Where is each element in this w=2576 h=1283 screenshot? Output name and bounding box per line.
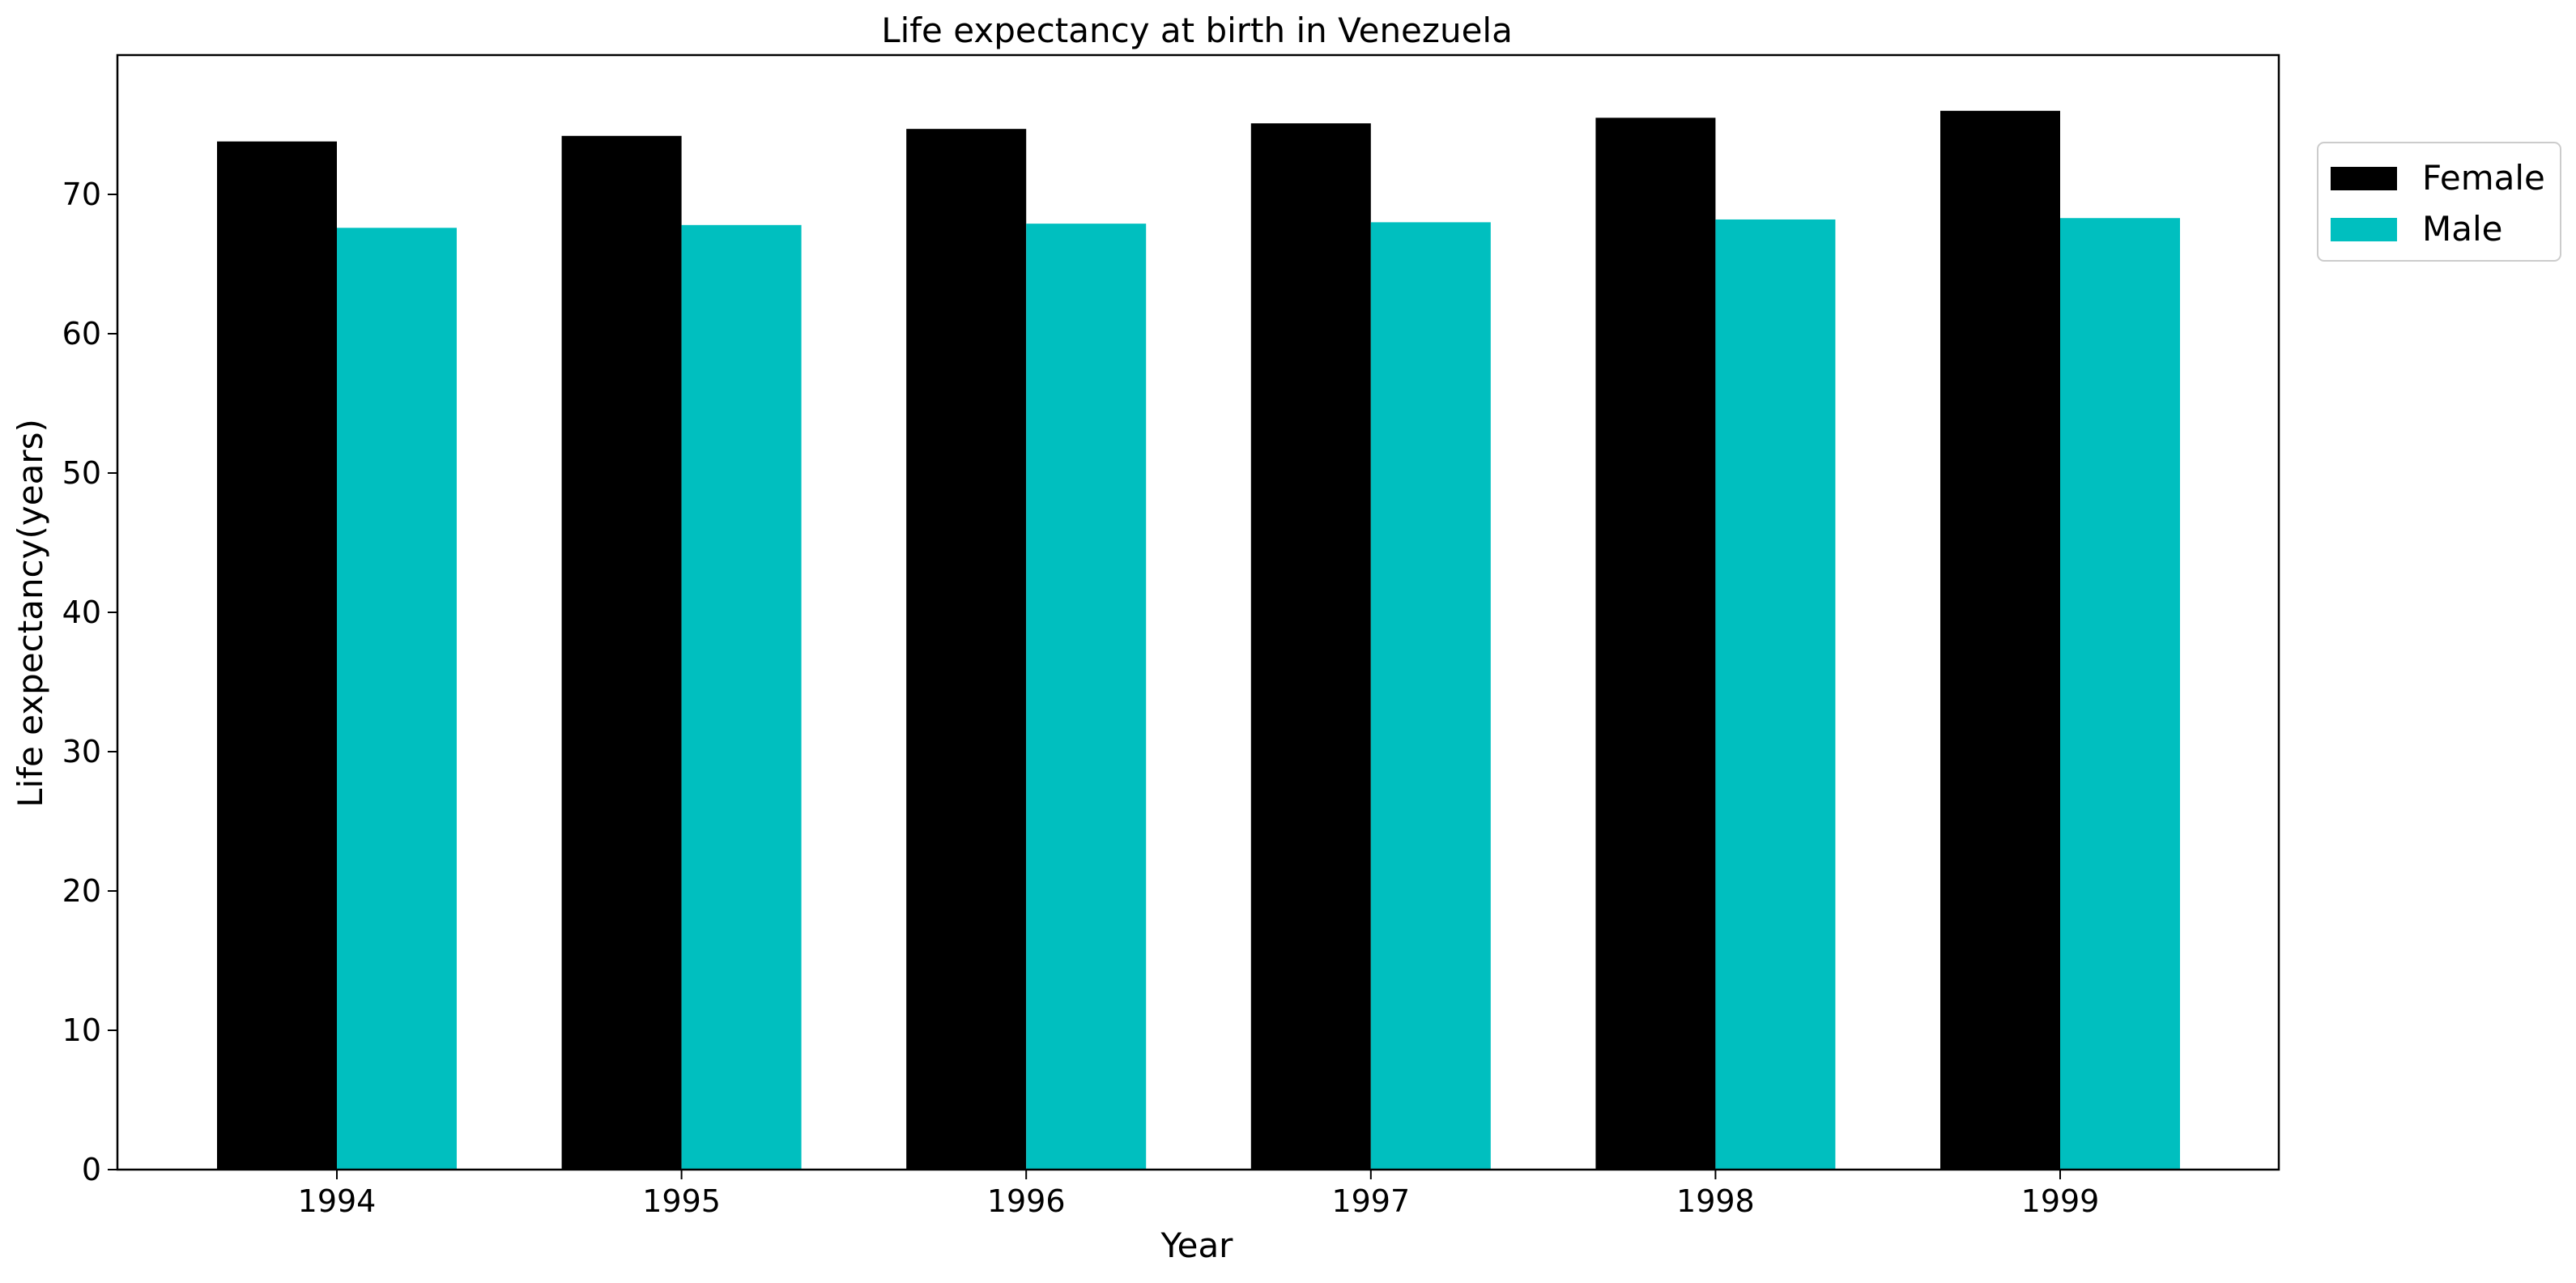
y-tick-label: 70 (62, 177, 101, 212)
bar-female-1995 (561, 135, 682, 1170)
legend: Female Male (2317, 142, 2561, 262)
y-tick-label: 20 (62, 873, 101, 909)
plot-frame (116, 53, 2280, 1171)
legend-label-male: Male (2422, 209, 2502, 249)
x-tick-label: 1998 (1676, 1183, 1755, 1219)
legend-swatch-male (2331, 218, 2397, 241)
x-tick-label: 1996 (987, 1183, 1066, 1219)
bar-male-1996 (1026, 224, 1147, 1170)
y-tick-label: 0 (82, 1152, 101, 1187)
x-tick-label: 1999 (2021, 1183, 2100, 1219)
y-tick-label: 50 (62, 455, 101, 491)
axes-layer: 1994 1995 1996 1997 1998 1999 0 10 20 30 40 50 60 70 (62, 53, 2280, 1219)
x-tick-label: 1995 (642, 1183, 721, 1219)
legend-swatch-female (2331, 167, 2397, 190)
y-tick-label: 30 (62, 734, 101, 769)
bar-male-1997 (1370, 222, 1491, 1170)
bar-male-1998 (1715, 219, 1836, 1170)
y-tick-label: 40 (62, 595, 101, 630)
bar-male-1999 (2060, 218, 2180, 1170)
bar-female-1994 (217, 141, 337, 1170)
bar-male-1994 (337, 228, 457, 1170)
bar-female-1999 (1940, 110, 2060, 1170)
chart-title: Life expectancy at birth in Venezuela (881, 11, 1513, 50)
y-axis-title: Life expectancy(years) (11, 419, 50, 808)
bar-female-1998 (1595, 117, 1716, 1170)
x-axis-title: Year (1160, 1225, 1234, 1265)
legend-label-female: Female (2422, 158, 2545, 198)
x-tick-label: 1997 (1331, 1183, 1410, 1219)
bar-male-1995 (681, 224, 802, 1170)
y-tick-label: 60 (62, 316, 101, 352)
y-tick-label: 10 (62, 1012, 101, 1048)
bar-female-1997 (1250, 123, 1371, 1170)
x-tick-label: 1994 (298, 1183, 377, 1219)
bars-layer (217, 110, 2180, 1170)
bar-female-1996 (906, 129, 1027, 1170)
